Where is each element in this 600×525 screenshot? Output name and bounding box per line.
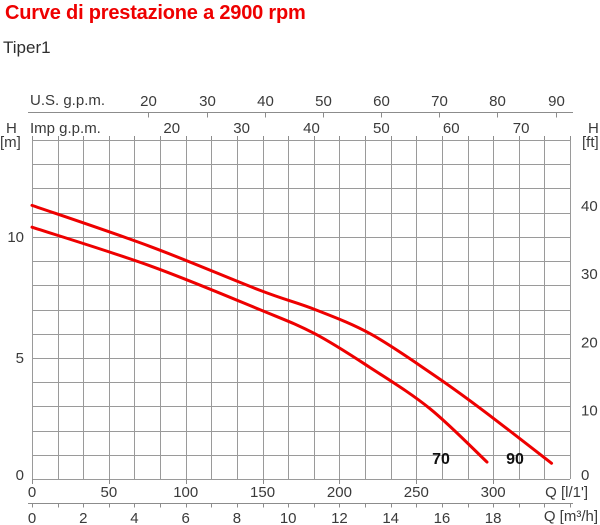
- m3h-tick-label: 8: [233, 510, 241, 525]
- imp-gpm-tick-label: 30: [233, 120, 250, 137]
- imp-gpm-tick-label: 40: [303, 120, 320, 137]
- m3h-tick-label: 12: [331, 510, 348, 525]
- imp-gpm-tick-label: 20: [163, 120, 180, 137]
- us-gpm-tick-label: 30: [199, 93, 216, 110]
- h-ft-tick-label: 40: [581, 198, 598, 215]
- imp-gpm-tick-label: 50: [373, 120, 390, 137]
- head-right-axis-symbol: H: [588, 120, 599, 137]
- lmin-tick-label: 150: [250, 484, 275, 501]
- us-gpm-tick-label: 40: [257, 93, 274, 110]
- imp-gpm-tick-label: 70: [513, 120, 530, 137]
- us-gpm-tick-label: 60: [373, 93, 390, 110]
- imp-gpm-axis-label: Imp g.p.m.: [30, 120, 101, 137]
- m3h-tick-label: 2: [79, 510, 87, 525]
- pump-curve-90: [30, 203, 554, 465]
- imp-gpm-tick-label: 60: [443, 120, 460, 137]
- m3h-tick-label: 0: [28, 510, 36, 525]
- lmin-tick-label: 200: [327, 484, 352, 501]
- head-right-axis-unit: [ft]: [582, 134, 599, 151]
- curve-label-90: 90: [506, 451, 524, 468]
- h-ft-tick-label: 20: [581, 334, 598, 351]
- model-name: Tiper1: [3, 38, 51, 57]
- h-m-tick-label: 5: [16, 350, 24, 367]
- h-ft-tick-label: 10: [581, 403, 598, 420]
- pump-curve-70: [30, 225, 489, 464]
- m3h-tick-label: 6: [182, 510, 190, 525]
- m3h-tick-label: 16: [434, 510, 451, 525]
- h-ft-tick-label: 30: [581, 266, 598, 283]
- head-left-axis-symbol: H: [6, 120, 17, 137]
- us-gpm-tick-label: 50: [315, 93, 332, 110]
- flow-lmin-axis-label: Q [l/1']: [545, 484, 588, 501]
- us-gpm-tick-label: 90: [548, 93, 565, 110]
- curve-label-70: 70: [432, 451, 450, 468]
- m3h-tick-label: 4: [130, 510, 138, 525]
- page-title: Curve di prestazione a 2900 rpm: [5, 2, 306, 24]
- m3h-tick-label: 18: [485, 510, 502, 525]
- head-left-axis-unit: [m]: [0, 134, 21, 151]
- lmin-tick-label: 50: [101, 484, 118, 501]
- flow-m3h-axis-label: Q [m³/h]: [543, 508, 598, 525]
- h-m-tick-label: 0: [16, 467, 24, 484]
- m3h-tick-label: 10: [280, 510, 297, 525]
- lmin-tick-label: 0: [28, 484, 36, 501]
- us-gpm-tick-label: 20: [140, 93, 157, 110]
- lmin-tick-label: 250: [404, 484, 429, 501]
- us-gpm-axis-label: U.S. g.p.m.: [30, 92, 106, 109]
- lmin-tick-label: 100: [173, 484, 198, 501]
- lmin-tick-label: 300: [481, 484, 506, 501]
- us-gpm-tick-label: 80: [489, 93, 506, 110]
- h-m-tick-label: 10: [7, 229, 24, 246]
- m3h-tick-label: 14: [382, 510, 399, 525]
- us-gpm-tick-label: 70: [431, 93, 448, 110]
- h-ft-tick-label: 0: [581, 467, 589, 484]
